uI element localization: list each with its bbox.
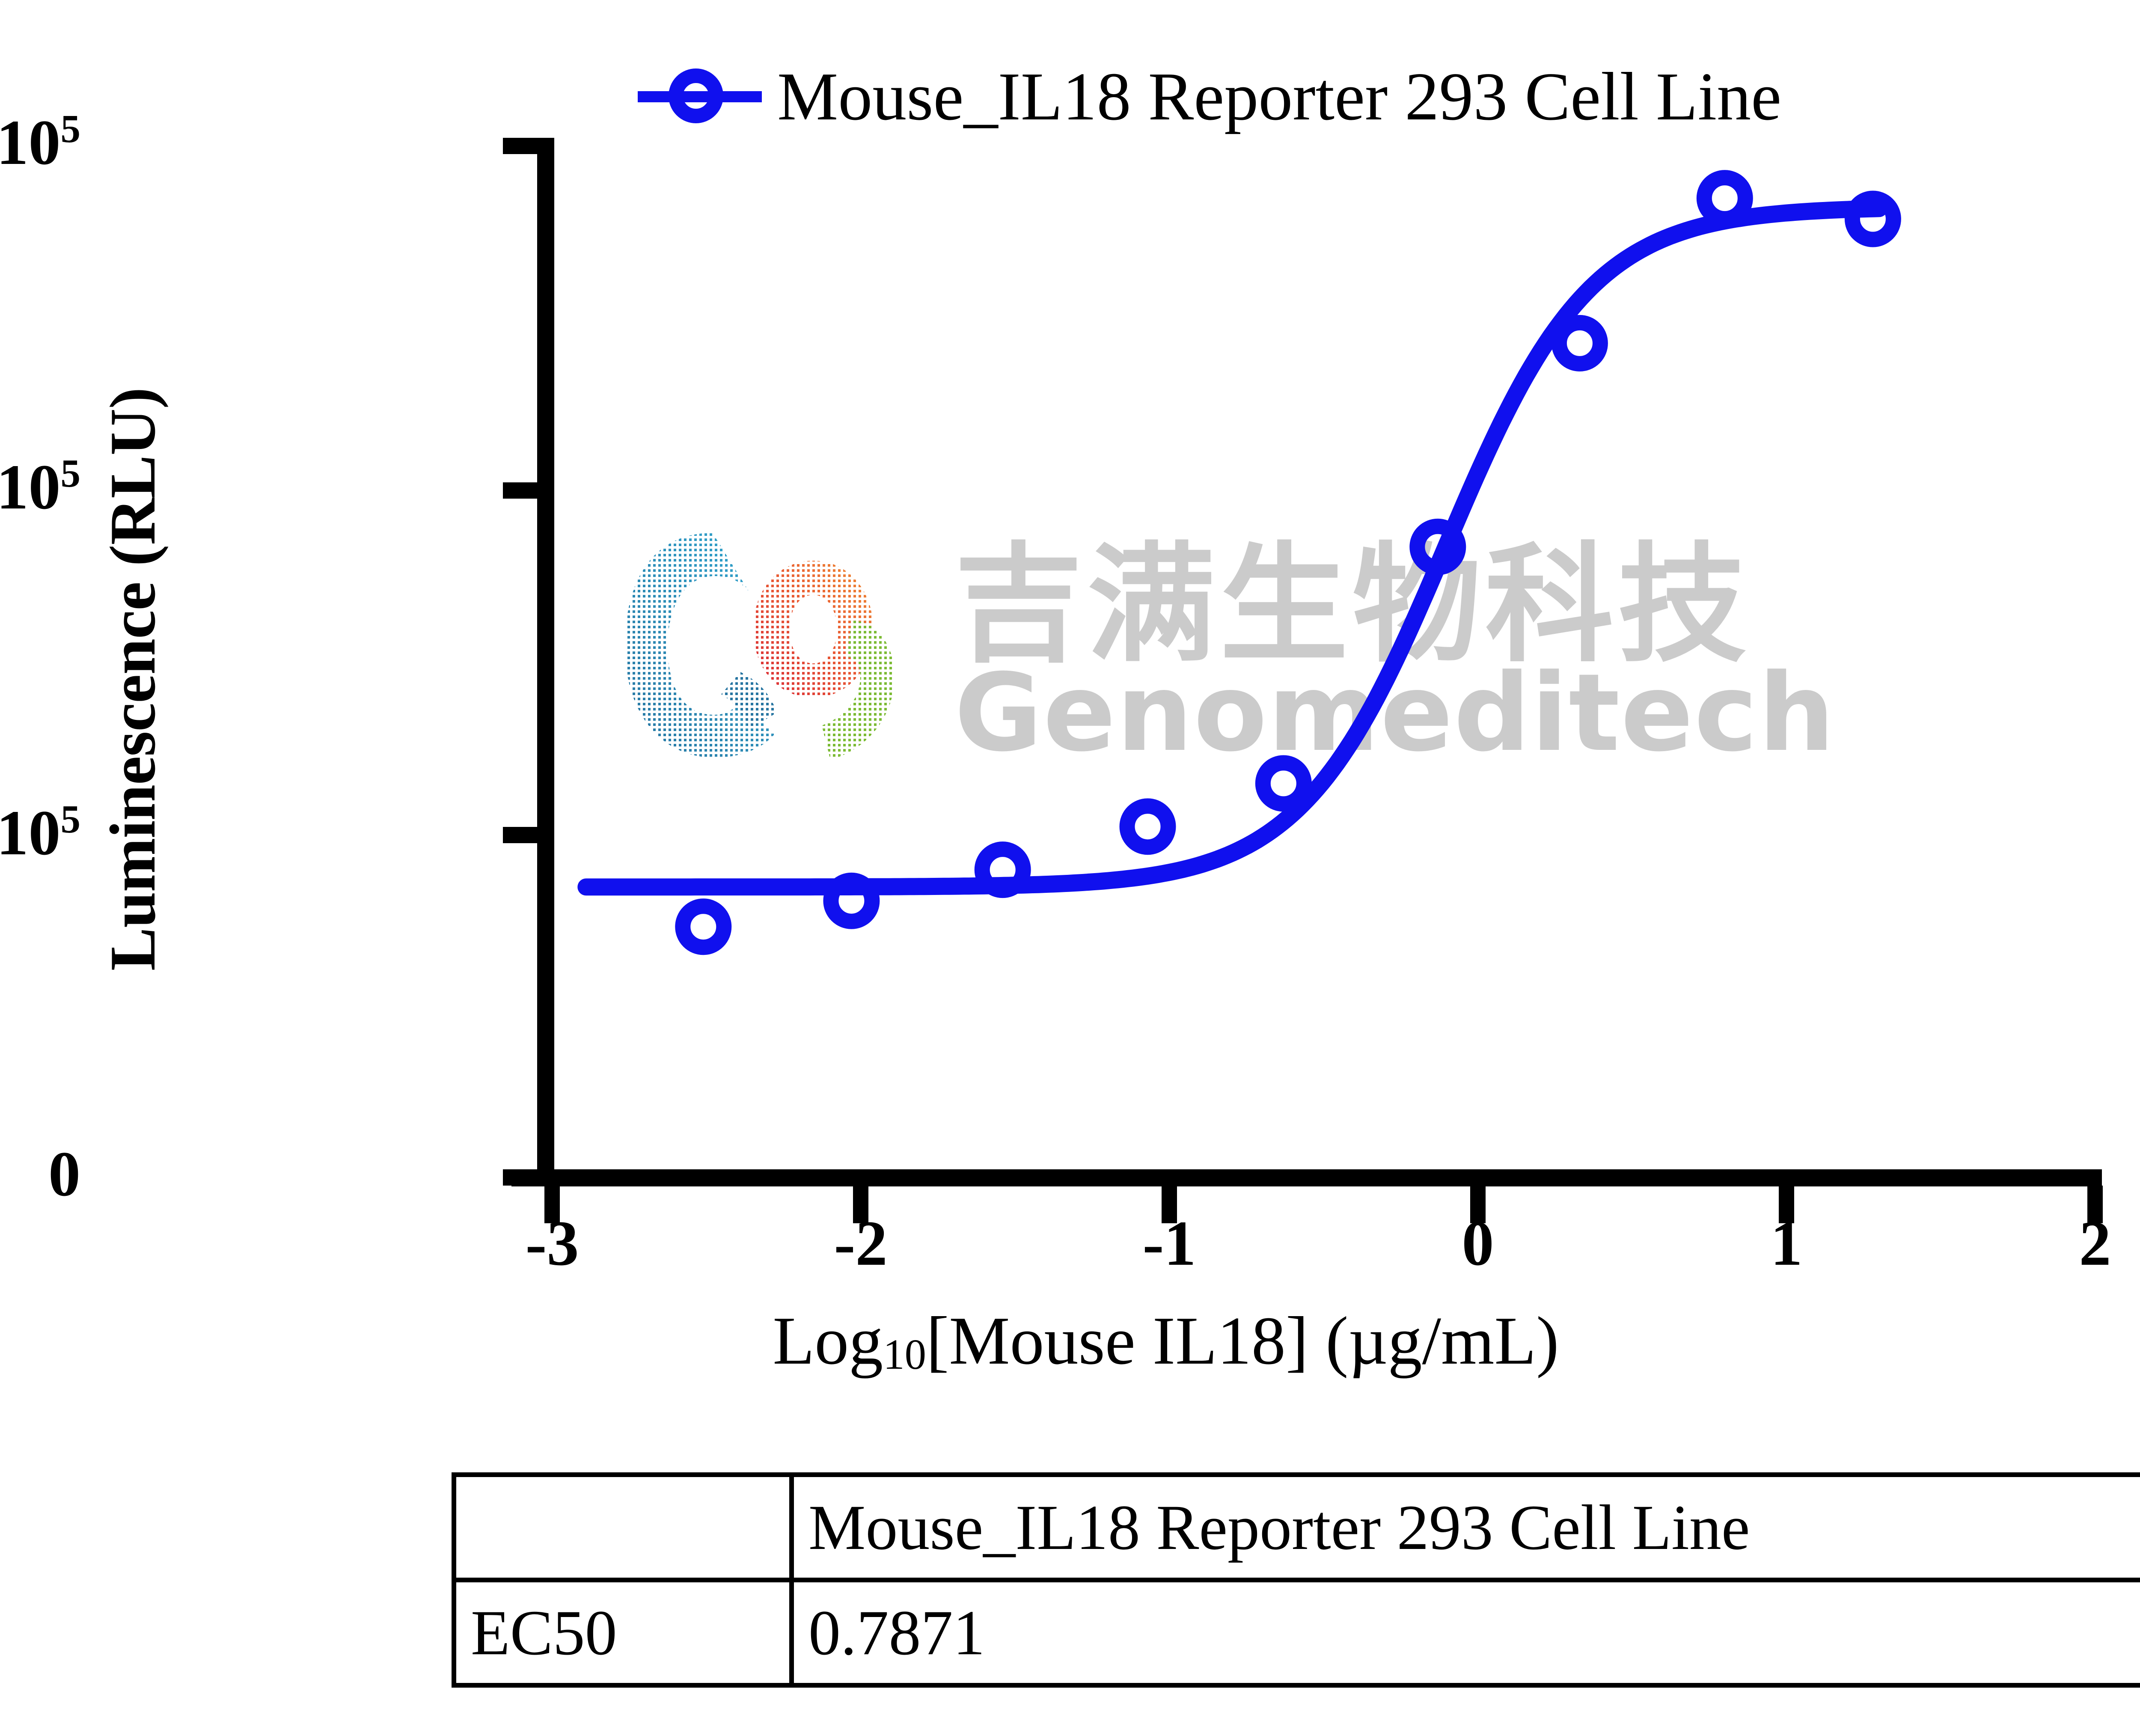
watermark: 吉满生物科技 Genomeditech <box>612 479 1887 805</box>
legend-label: Mouse_IL18 Reporter 293 Cell Line <box>777 58 1782 134</box>
y-axis-title: Luminescence (RLU) <box>97 387 169 971</box>
y-tick-mark-200000 <box>503 827 538 843</box>
x-axis-title: Log10[Mouse IL18] (µg/mL) <box>0 1301 2140 1380</box>
table-header-series: Mouse_IL18 Reporter 293 Cell Line <box>789 1472 2140 1582</box>
y-tick-mark-400000 <box>503 482 538 499</box>
x-tick-mark--3 <box>544 1186 560 1223</box>
legend: Mouse_IL18 Reporter 293 Cell Line <box>638 62 1781 131</box>
x-tick-label--1: -1 <box>1142 1208 1196 1279</box>
y-tick-mantissa: 2.0×10 <box>0 797 61 868</box>
data-point <box>823 872 880 929</box>
data-point <box>1551 315 1608 372</box>
y-tick-label-400000: 4.0×105 <box>0 454 80 519</box>
ec50-table: Mouse_IL18 Reporter 293 Cell Line EC50 0… <box>452 1472 2140 1688</box>
x-axis-title-subscript: 10 <box>883 1330 926 1379</box>
y-axis-line <box>537 138 554 1186</box>
data-point <box>675 898 732 955</box>
table-row: EC50 0.7871 <box>452 1578 2140 1688</box>
x-tick-mark-0 <box>1470 1186 1486 1223</box>
x-axis-title-pre: Log <box>773 1302 883 1379</box>
y-tick-mark-600000 <box>503 138 538 154</box>
y-tick-exponent: 5 <box>60 797 81 841</box>
table-row-value-ec50: 0.7871 <box>789 1578 2140 1688</box>
y-tick-label-600000: 6.0×105 <box>0 109 80 175</box>
table-header-row: Mouse_IL18 Reporter 293 Cell Line <box>452 1472 2140 1582</box>
y-tick-label-200000: 2.0×105 <box>0 800 80 865</box>
y-tick-mark-0 <box>503 1169 538 1186</box>
y-tick-mantissa: 4.0×10 <box>0 452 61 523</box>
y-tick-exponent: 5 <box>60 452 81 496</box>
data-point <box>1696 170 1753 227</box>
x-tick-mark--2 <box>853 1186 868 1223</box>
x-tick-label--3: -3 <box>525 1208 579 1279</box>
table-row-label-ec50: EC50 <box>452 1578 794 1688</box>
x-axis-title-post: [Mouse IL18] (µg/mL) <box>926 1302 1559 1379</box>
x-tick-mark-1 <box>1779 1186 1794 1223</box>
x-tick-label-1: 1 <box>1770 1208 1803 1279</box>
data-point <box>1119 798 1176 855</box>
x-tick-label--2: -2 <box>834 1208 888 1279</box>
x-tick-label-0: 0 <box>1462 1208 1494 1279</box>
watermark-english-text: Genomeditech <box>954 651 1836 775</box>
x-tick-label-2: 2 <box>2079 1208 2111 1279</box>
y-tick-label-0: 0 <box>48 1142 80 1206</box>
y-tick-exponent: 5 <box>60 107 81 151</box>
legend-marker-open-circle-icon <box>638 64 762 128</box>
data-point <box>1844 190 1901 247</box>
y-tick-mantissa: 6.0×10 <box>0 107 61 178</box>
genomeditech-logo-icon <box>625 533 895 760</box>
x-tick-mark--1 <box>1162 1186 1177 1223</box>
y-tick-mantissa: 0 <box>48 1139 80 1210</box>
table-header-corner <box>452 1472 794 1582</box>
x-axis-line <box>511 1169 2102 1186</box>
x-tick-mark-2 <box>2087 1186 2103 1223</box>
data-point <box>974 841 1031 898</box>
